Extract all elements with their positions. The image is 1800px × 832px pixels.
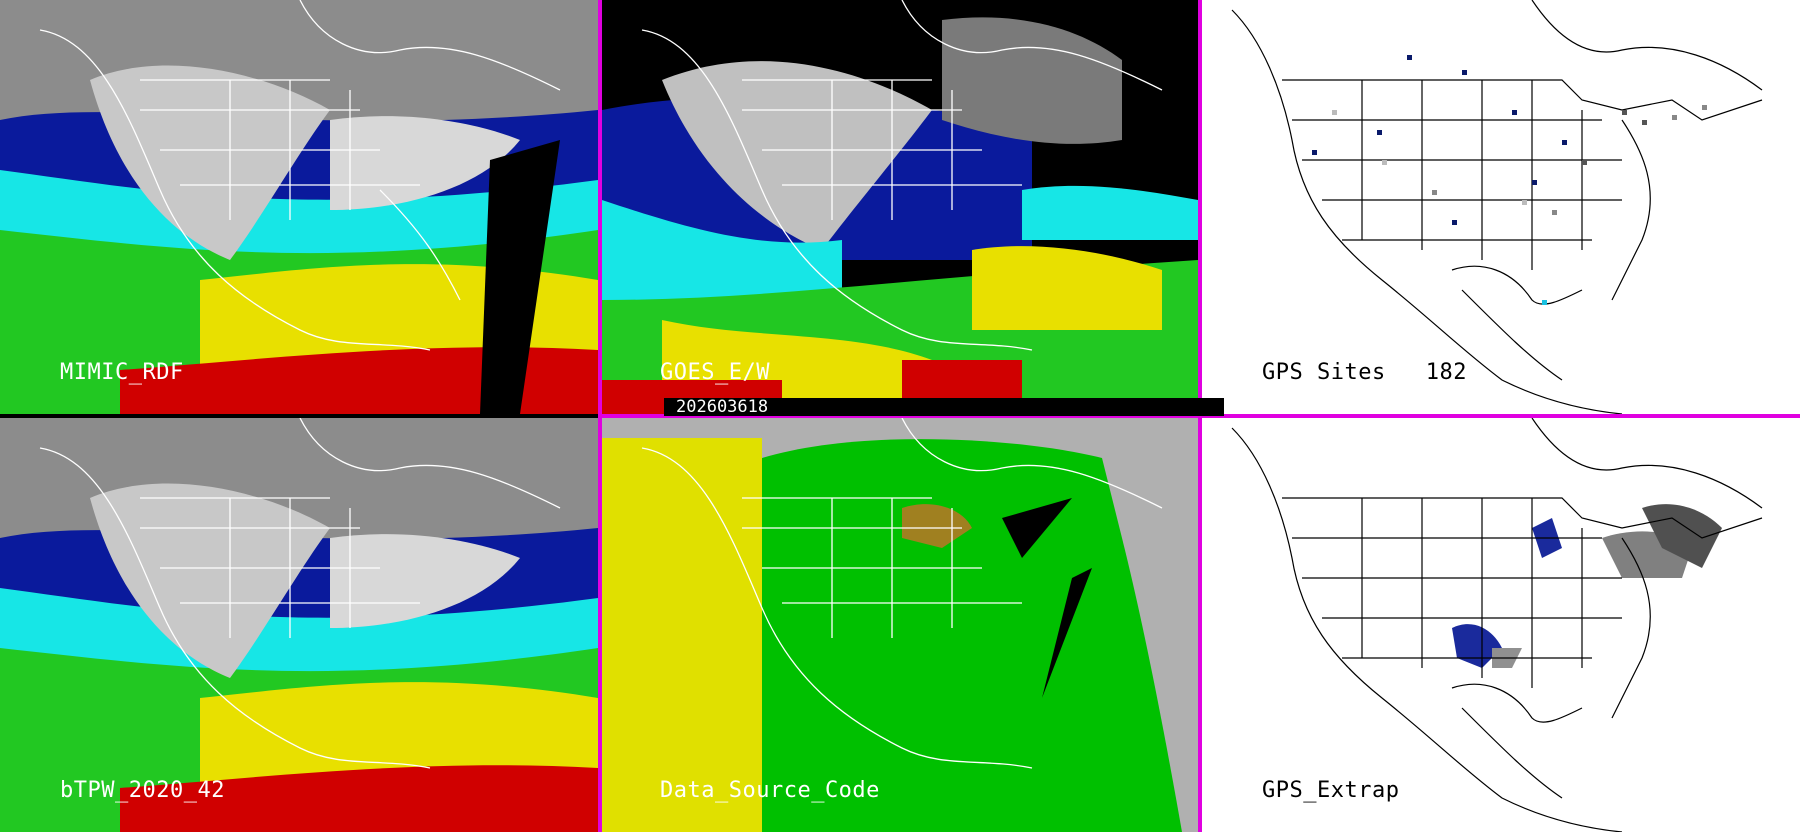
panel-label: GPS Sites [1262,360,1386,385]
panel-label: MIMIC_RDF [60,360,184,385]
divider-horizontal [598,414,1800,418]
panel-mimic-rdf: MIMIC_RDF [0,0,598,414]
tpw-map-mimic-rdf [0,0,598,414]
gps-site-markers [1312,55,1707,305]
timestamp-label: 202603618 [676,397,769,417]
panel-label: Data_Source_Code [660,778,880,803]
panel-label: GOES_E/W [660,360,770,385]
panel-label: bTPW_2020_42 [60,778,225,803]
panel-btpw: bTPW_2020_42 [0,418,598,832]
panel-label: GPS_Extrap [1262,778,1400,803]
tpw-map-btpw [0,418,598,832]
gps-site-count: 182 [1425,360,1467,385]
gps-sites-map [1202,0,1800,414]
timestamp-bar: 202603618 [664,397,1224,417]
tpw-map-goes-ew [602,0,1198,414]
gps-sites-label: GPS Sites 182 [1262,360,1467,385]
data-source-map [602,418,1198,832]
panel-gps-extrap: GPS_Extrap [1202,418,1800,832]
panel-gps-sites: GPS Sites 182 [1202,0,1800,414]
panel-goes-ew: GOES_E/W [602,0,1198,414]
gps-extrap-map [1202,418,1800,832]
panel-data-source-code: Data_Source_Code [602,418,1198,832]
